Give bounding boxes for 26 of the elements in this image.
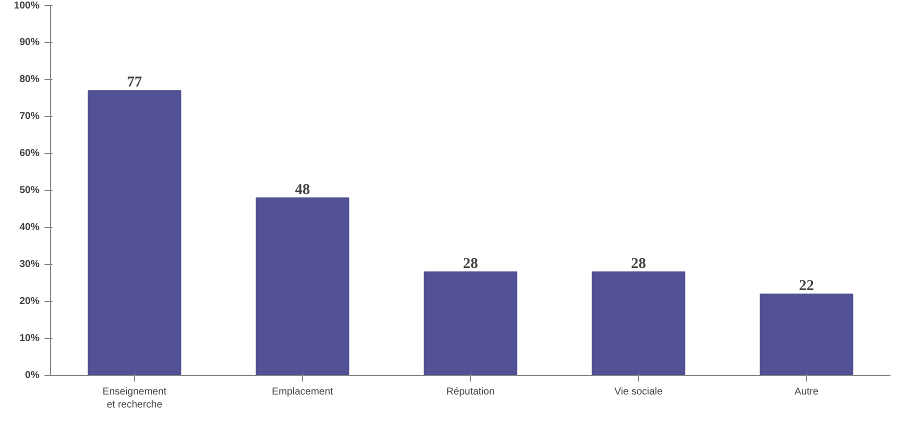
y-tick-label: 10% <box>19 333 40 344</box>
y-tick-label: 80% <box>19 74 40 85</box>
y-tick-label: 30% <box>19 259 40 270</box>
x-tick-label: Autre <box>794 386 819 398</box>
y-tick-label: 50% <box>19 185 40 196</box>
x-tick-label: Enseignement et recherche <box>102 386 167 411</box>
data-label: 48 <box>295 182 310 198</box>
y-tick-label: 90% <box>19 37 40 48</box>
x-tick-label: Réputation <box>446 386 495 398</box>
bar <box>88 90 182 376</box>
x-tick-label: Emplacement <box>272 386 334 398</box>
bar <box>592 271 686 376</box>
y-tick-label: 40% <box>19 222 40 233</box>
y-tick-label: 70% <box>19 111 40 122</box>
y-tick-label: 0% <box>25 370 40 381</box>
y-tick-label: 20% <box>19 296 40 307</box>
bar <box>760 294 854 376</box>
x-tick-label: Vie sociale <box>614 386 664 398</box>
bar <box>424 271 518 376</box>
data-label: 22 <box>799 278 814 294</box>
y-tick-label: 100% <box>14 0 40 12</box>
data-label: 28 <box>631 256 646 272</box>
data-label: 77 <box>127 74 142 91</box>
bar <box>256 197 350 376</box>
y-tick-label: 60% <box>19 148 40 159</box>
data-label: 28 <box>463 256 478 272</box>
